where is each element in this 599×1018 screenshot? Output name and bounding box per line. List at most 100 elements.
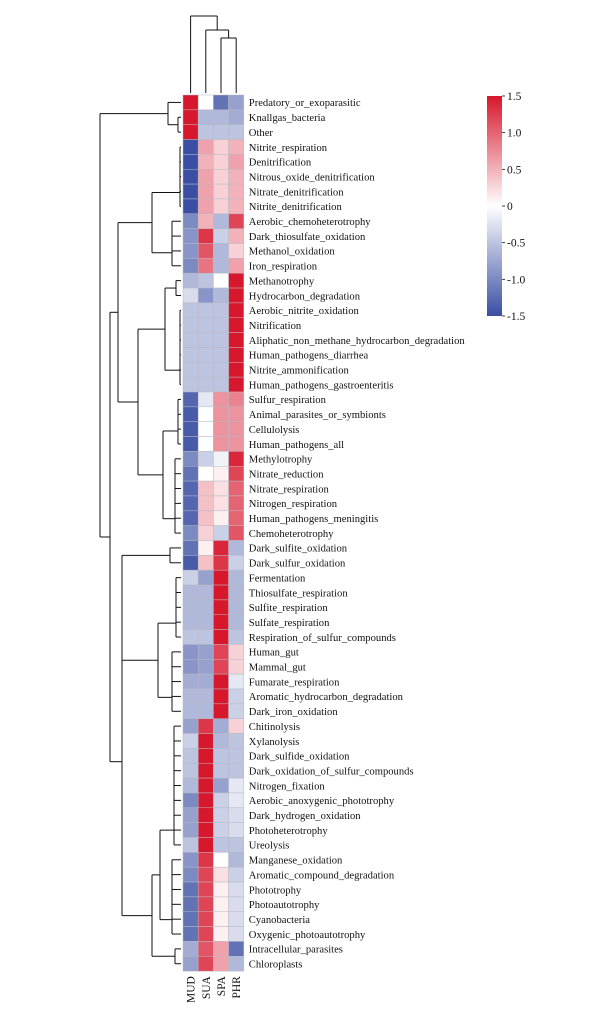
heatmap-cell — [182, 213, 199, 229]
heatmap-cell — [197, 852, 214, 868]
heatmap-cell — [197, 911, 214, 927]
row-label: Chloroplasts — [249, 960, 303, 971]
row-label: Aromatic_compound_degradation — [249, 870, 395, 881]
heatmap-cell — [213, 822, 229, 838]
heatmap-cell — [213, 287, 229, 304]
row-label: Nitrate_denitrification — [249, 187, 344, 198]
heatmap-cell — [197, 837, 214, 853]
heatmap-cell — [197, 272, 214, 289]
row-label: Phototrophy — [249, 885, 302, 896]
heatmap-cell — [182, 733, 199, 749]
heatmap-cell — [228, 436, 245, 452]
heatmap-cell — [182, 94, 199, 111]
heatmap-cell — [228, 495, 245, 512]
row-label: Aliphatic_non_methane_hydrocarbon_degrad… — [249, 336, 466, 347]
heatmap-cell — [213, 243, 229, 259]
heatmap-cell — [213, 480, 229, 497]
heatmap-cell — [228, 896, 245, 913]
heatmap-cell — [213, 347, 229, 363]
heatmap-cell — [213, 748, 229, 764]
heatmap-cell — [182, 555, 199, 571]
heatmap-cell — [228, 466, 245, 482]
row-label: Methanol_oxidation — [249, 247, 336, 258]
heatmap-cell — [228, 614, 245, 630]
row-label: Denitrification — [249, 158, 312, 169]
heatmap-cell — [228, 703, 245, 719]
heatmap-cell — [213, 154, 229, 170]
heatmap-cell — [182, 748, 199, 764]
heatmap-cell — [213, 139, 229, 155]
heatmap-cell — [228, 243, 245, 259]
heatmap-cell — [197, 198, 214, 215]
heatmap-cell — [182, 822, 199, 838]
heatmap-cell — [182, 881, 199, 898]
heatmap-cell — [213, 792, 229, 809]
heatmap-cell — [213, 629, 229, 645]
heatmap-cell — [228, 139, 245, 155]
row-label: Oxygenic_photoautotrophy — [249, 930, 366, 941]
heatmap-cell — [182, 540, 199, 556]
heatmap-cell — [213, 777, 229, 794]
heatmap-cell — [213, 362, 229, 378]
heatmap-cell — [213, 837, 229, 853]
heatmap-cell — [228, 807, 245, 823]
heatmap-cell — [182, 688, 199, 705]
heatmap-cell — [182, 777, 199, 794]
heatmap-cell — [182, 510, 199, 526]
heatmap-cell — [228, 154, 245, 170]
heatmap-cell — [197, 644, 214, 660]
heatmap-cell — [228, 169, 245, 185]
row-dendrogram — [99, 101, 181, 965]
heatmap-cell — [197, 807, 214, 823]
heatmap-cell — [213, 926, 229, 942]
row-label: Dark_sulfur_oxidation — [249, 559, 346, 570]
heatmap-cell — [197, 688, 214, 705]
heatmap-cell — [228, 213, 245, 229]
heatmap-cell — [228, 451, 245, 467]
heatmap-cell — [182, 911, 199, 927]
heatmap-cell — [213, 569, 229, 586]
heatmap-cell — [213, 896, 229, 913]
heatmap-cell — [213, 673, 229, 690]
row-label: Knallgas_bacteria — [249, 113, 326, 124]
heatmap-cell — [182, 169, 199, 185]
heatmap-cell — [182, 807, 199, 823]
heatmap-cell — [228, 287, 245, 304]
heatmap-cell — [213, 109, 229, 125]
heatmap-cell — [197, 510, 214, 526]
heatmap-cell — [228, 644, 245, 660]
heatmap-cell — [197, 748, 214, 764]
heatmap-cell — [213, 332, 229, 348]
heatmap-cell — [228, 302, 245, 318]
row-label: Cellulolysis — [249, 425, 300, 436]
heatmap-cell — [197, 941, 214, 957]
heatmap-cell — [213, 718, 229, 734]
heatmap-cell — [197, 154, 214, 170]
legend-tick-label: 0 — [507, 201, 513, 213]
heatmap-cell — [197, 540, 214, 556]
row-label: Dark_iron_oxidation — [249, 707, 339, 718]
row-label: Respiration_of_sulfur_compounds — [249, 633, 396, 644]
heatmap-cell — [182, 421, 199, 437]
heatmap-cell — [213, 124, 229, 140]
heatmap-cell — [228, 718, 245, 734]
heatmap-cell — [197, 451, 214, 467]
heatmap-cell — [228, 748, 245, 764]
heatmap-cell — [197, 792, 214, 809]
row-label: Animal_parasites_or_symbionts — [249, 410, 386, 421]
row-label: Fumarate_respiration — [249, 677, 340, 688]
row-label: Nitrogen_respiration — [249, 499, 338, 510]
heatmap-cell — [182, 792, 199, 809]
row-label: Dark_sulfide_oxidation — [249, 752, 350, 763]
row-label: Nitrification — [249, 321, 302, 332]
heatmap-cell — [213, 495, 229, 512]
heatmap-cell — [182, 287, 199, 304]
heatmap-cell — [213, 540, 229, 556]
color-scale-legend: 1.5 1.0 0.5 0 -0.5 -1.0 -1.5 — [487, 91, 525, 323]
heatmap-cell — [182, 956, 199, 972]
heatmap-cell — [228, 525, 245, 541]
column-labels: MUD SUA SPA PHR — [186, 975, 244, 1003]
heatmap-cell — [228, 837, 245, 853]
heatmap-cell — [228, 852, 245, 868]
heatmap-cell — [197, 362, 214, 378]
